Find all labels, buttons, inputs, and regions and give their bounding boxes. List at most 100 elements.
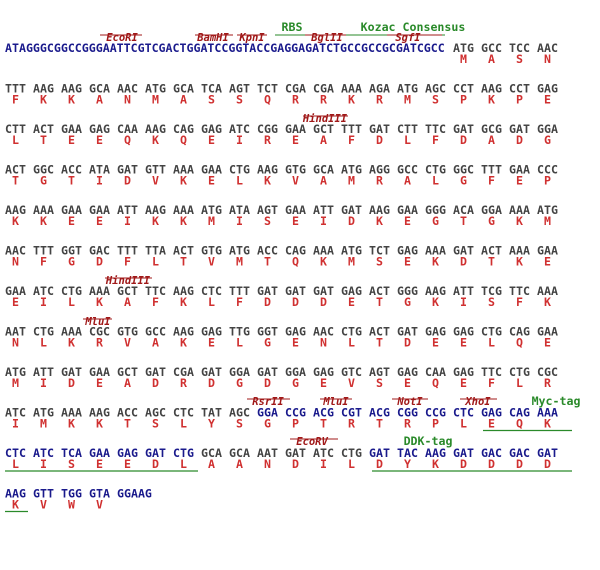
codon: GAT [61,365,82,379]
codon: GAG [89,122,110,136]
amino-acid: K [432,457,439,471]
amino-acid: T [488,255,495,269]
amino-acid: K [348,93,355,107]
codon: ATT [117,203,138,217]
codon: ATG [33,406,54,420]
codon: ACT [369,284,390,298]
amino-acid: M [460,52,467,66]
codon: AAT [5,325,26,339]
codon: CCT [453,82,474,96]
codon: GAG [425,325,446,339]
amino-acid: I [460,295,467,309]
amino-acid: D [348,214,355,228]
amino-acid: K [180,295,187,309]
amino-acid: D [460,133,467,147]
amino-acid: L [236,336,243,350]
amino-acid: K [544,295,551,309]
codon: AGT [257,203,278,217]
amino-acid: G [292,376,299,390]
amino-acid: A [320,133,327,147]
amino-acid: V [40,498,47,512]
codon: AAA [537,406,558,420]
amino-acid: I [40,457,47,471]
amino-acid: F [516,295,523,309]
amino-acid: T [40,133,47,147]
amino-acid: I [40,295,47,309]
amino-acid: L [516,376,523,390]
amino-acid: N [320,336,327,350]
codon: AAC [537,41,558,55]
amino-acid: D [320,295,327,309]
amino-acid: F [236,295,243,309]
codon: GAT [313,284,334,298]
codon: GAT [201,365,222,379]
codon: CTC [201,284,222,298]
amino-acid: L [180,457,187,471]
amino-acid: L [404,133,411,147]
amino-acid: L [12,133,19,147]
codon: GGA [229,365,250,379]
amino-acid: P [544,174,551,188]
codon: ATG [453,41,474,55]
codon: CAG [285,244,306,258]
amino-acid: E [124,457,131,471]
amino-acid: D [376,133,383,147]
amino-acid: K [432,255,439,269]
amino-acid: A [488,133,495,147]
amino-acid: T [124,417,131,431]
amino-acid: K [516,214,523,228]
codon: GAA [89,446,110,460]
codon: ACC [257,244,278,258]
amino-acid: E [68,133,75,147]
amino-acid: K [432,295,439,309]
codon: GAA [285,122,306,136]
codon: CTG [229,163,250,177]
codon: GAT [537,446,558,460]
codon: GGT [61,244,82,258]
codon: ACG [313,406,334,420]
codon: TTC [481,365,502,379]
codon: ATC [229,122,250,136]
codon: GAA [89,203,110,217]
codon: ACC [117,406,138,420]
codon: GAG [201,122,222,136]
feature-label: NotI [396,396,423,408]
amino-acid: M [152,93,159,107]
amino-acid: K [264,174,271,188]
amino-acid: V [96,498,103,512]
codon: CGT [341,406,362,420]
codon: CGG [397,406,418,420]
amino-acid: R [348,417,355,431]
codon: GGA [285,365,306,379]
amino-acid: M [12,376,19,390]
amino-acid: K [152,214,159,228]
codon: TTT [117,244,138,258]
codon: AAG [481,82,502,96]
amino-acid: D [460,255,467,269]
amino-acid: G [68,255,75,269]
amino-acid: E [460,336,467,350]
codon: GAG [453,365,474,379]
feature-label: Myc-tag [532,394,581,408]
codon: GCA [313,163,334,177]
amino-acid: Y [404,457,411,471]
codon: CTG [173,446,194,460]
feature-label: EcoRV [296,436,328,448]
amino-acid: E [488,417,495,431]
codon: GTG [117,325,138,339]
amino-acid: K [488,93,495,107]
amino-acid: L [460,417,467,431]
codon: TCT [257,82,278,96]
codon: AAA [61,325,82,339]
codon: GGG [397,284,418,298]
codon: ACA [453,203,474,217]
codon: GAA [537,325,558,339]
codon: GAG [481,406,502,420]
amino-acid: I [12,417,19,431]
amino-acid: G [40,174,47,188]
amino-acid: R [320,93,327,107]
codon: GAT [257,284,278,298]
amino-acid: D [516,457,523,471]
codon: GGAAG [117,487,152,501]
